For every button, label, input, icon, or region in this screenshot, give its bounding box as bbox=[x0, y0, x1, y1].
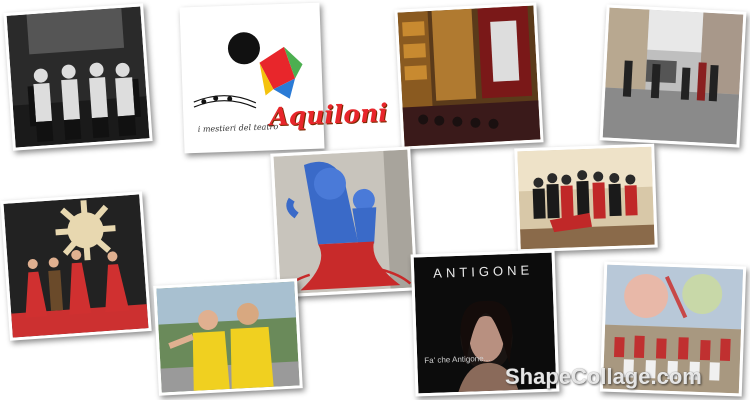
photo-aquiloni-logo[interactable]: Aquiloni i mestieri del teatro bbox=[179, 2, 388, 154]
sun-dance-image bbox=[3, 194, 149, 338]
photo-tree-mural[interactable] bbox=[270, 146, 418, 298]
aquiloni-logo-text: Aquiloni bbox=[268, 98, 389, 132]
photo-street-performance[interactable] bbox=[599, 4, 747, 148]
photo-theatre-interior[interactable] bbox=[394, 2, 544, 150]
aquiloni-logo-image bbox=[182, 5, 322, 151]
group-mosaic-image bbox=[602, 264, 744, 394]
shapecollage-watermark: ShapeCollage.com bbox=[505, 364, 702, 389]
photo-antigone-poster[interactable]: ANTIGONE Fa' che Antigone... bbox=[410, 249, 560, 397]
dance-group-image bbox=[517, 146, 655, 250]
theatre-image bbox=[397, 5, 541, 147]
musicians-image bbox=[6, 6, 150, 148]
photo-musicians[interactable] bbox=[3, 3, 153, 151]
photo-yellow-shirts[interactable] bbox=[153, 278, 303, 396]
photo-group-mosaic[interactable] bbox=[599, 261, 747, 397]
mural-image bbox=[273, 149, 415, 295]
photo-dance-group[interactable] bbox=[514, 143, 658, 253]
yellow-shirts-image bbox=[156, 281, 300, 393]
antigone-image bbox=[413, 252, 557, 394]
street-image bbox=[602, 7, 744, 145]
photo-sun-dance-stage[interactable] bbox=[0, 191, 152, 341]
